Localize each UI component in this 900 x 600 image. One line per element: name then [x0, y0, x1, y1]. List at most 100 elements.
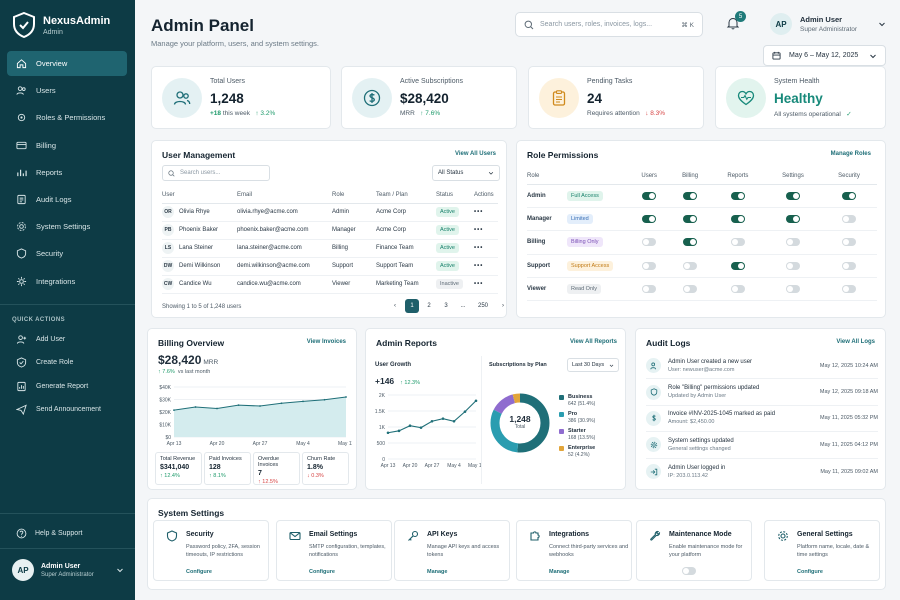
quick-action-send-announcement[interactable]: Send Announcement	[7, 399, 127, 420]
sidebar: NexusAdmin Admin Overview Users Roles & …	[0, 0, 135, 600]
toggle-switch[interactable]	[682, 567, 696, 575]
permission-toggle[interactable]	[730, 285, 745, 294]
settings-tile-security[interactable]: Security Password policy, 2FA, session t…	[153, 520, 269, 581]
view-invoices-link[interactable]: View Invoices	[306, 339, 346, 345]
sidebar-item-reports[interactable]: Reports	[7, 160, 127, 185]
manage-roles-link[interactable]: Manage Roles	[830, 151, 871, 157]
quick-action-add-user[interactable]: Add User	[7, 329, 127, 350]
configure-link[interactable]: Configure	[186, 569, 212, 575]
view-all-logs-link[interactable]: View All Logs	[836, 339, 875, 345]
permission-toggle[interactable]	[683, 191, 698, 200]
permission-toggle[interactable]	[683, 215, 698, 224]
settings-tile-maintenance[interactable]: Maintenance Mode Enable maintenance mode…	[636, 520, 752, 581]
permission-toggle[interactable]	[841, 261, 856, 270]
view-all-reports-link[interactable]: View All Reports	[569, 339, 617, 345]
maintenance-toggle[interactable]	[682, 567, 696, 575]
permission-toggle[interactable]	[642, 215, 657, 224]
settings-tile-integrations[interactable]: Integrations Connect third-party service…	[516, 520, 632, 581]
configure-link[interactable]: Configure	[797, 569, 823, 575]
manage-link[interactable]: Manage	[427, 569, 448, 575]
subs-period-select[interactable]: Last 30 Days	[567, 358, 619, 372]
settings-tile-email[interactable]: Email Settings SMTP configuration, templ…	[276, 520, 392, 581]
table-row[interactable]: OR Olivia Rhye olivia.rhye@acme.com Admin…	[162, 203, 498, 222]
brand[interactable]: NexusAdmin Admin	[12, 12, 110, 38]
sidebar-item-users[interactable]: Users	[7, 78, 127, 103]
page-button[interactable]: 1	[405, 299, 419, 313]
global-search-input[interactable]: Search users, roles, invoices, logs... ⌘…	[515, 12, 703, 37]
next-page-button[interactable]: ›	[502, 303, 504, 309]
permission-toggle[interactable]	[785, 285, 800, 294]
date-range-picker[interactable]: May 6 – May 12, 2025	[763, 45, 886, 66]
legend-label: Pro	[568, 411, 578, 417]
row-actions-menu[interactable]: •••	[474, 221, 498, 240]
column-header: Security	[820, 168, 877, 185]
chevron-down-icon	[879, 22, 885, 27]
row-actions-menu[interactable]: •••	[474, 203, 498, 222]
permission-toggle[interactable]	[785, 238, 800, 247]
audit-item[interactable]: Admin User logged in IP: 203.0.113.42 May…	[646, 459, 878, 485]
user-role: Viewer	[332, 275, 376, 294]
y-tick-label: 1.5K	[375, 409, 386, 415]
permission-toggle[interactable]	[683, 238, 698, 247]
sidebar-item-roles[interactable]: Roles & Permissions	[7, 105, 127, 130]
sidebar-item-integrations[interactable]: Integrations	[7, 269, 127, 294]
permission-toggle[interactable]	[841, 215, 856, 224]
sidebar-item-billing[interactable]: Billing	[7, 133, 127, 158]
table-row[interactable]: CW Candice Wu candice.wu@acme.com Viewer …	[162, 275, 498, 294]
settings-tile-general[interactable]: General Settings Platform name, locale, …	[764, 520, 880, 581]
permission-toggle[interactable]	[730, 191, 745, 200]
permission-toggle[interactable]	[642, 238, 657, 247]
permission-toggle[interactable]	[642, 191, 657, 200]
page-ellipsis: ...	[460, 303, 466, 309]
data-point	[237, 404, 240, 407]
row-actions-menu[interactable]: •••	[474, 275, 498, 294]
permission-toggle[interactable]	[841, 191, 856, 200]
quick-action-create-role[interactable]: Create Role	[7, 352, 127, 373]
table-row[interactable]: LS Lana Steiner lana.steiner@acme.com Bil…	[162, 239, 498, 258]
table-row[interactable]: PB Phoenix Baker phoenix.baker@acme.com M…	[162, 221, 498, 240]
billing-change: ↑ 7.6% vs last month	[158, 369, 211, 375]
top-user-menu[interactable]: AP Admin User Super Administrator	[770, 13, 886, 35]
sidebar-item-system-settings[interactable]: System Settings	[7, 214, 127, 239]
growth-summary: +146 ↑ 12.3%	[375, 376, 420, 386]
configure-link[interactable]: Configure	[309, 569, 335, 575]
permission-toggle[interactable]	[683, 285, 698, 294]
quick-actions: Add User Create Role Generate Report Sen…	[7, 329, 127, 422]
bell-icon[interactable]	[726, 16, 740, 30]
permission-toggle[interactable]	[730, 238, 745, 247]
permission-toggle[interactable]	[642, 261, 657, 270]
permission-toggle[interactable]	[785, 191, 800, 200]
prev-page-button[interactable]: ‹	[394, 303, 396, 309]
audit-item[interactable]: Admin User created a new user User: newus…	[646, 353, 878, 380]
row-actions-menu[interactable]: •••	[474, 239, 498, 258]
help-support-link[interactable]: Help & Support	[16, 528, 82, 539]
settings-tile-api-keys[interactable]: API Keys Manage API keys and access toke…	[394, 520, 510, 581]
view-all-users-link[interactable]: View All Users	[454, 151, 496, 157]
page-button[interactable]: 2	[427, 303, 431, 309]
status-filter-select[interactable]: All Status	[432, 165, 500, 181]
audit-item[interactable]: Invoice #INV-2025-1045 marked as paid Amo…	[646, 406, 878, 433]
permission-toggle[interactable]	[683, 261, 698, 270]
audit-item[interactable]: Role "Billing" permissions updated Update…	[646, 379, 878, 406]
permission-toggle[interactable]	[730, 215, 745, 224]
sidebar-item-audit-logs[interactable]: Audit Logs	[7, 187, 127, 212]
permission-toggle[interactable]	[785, 215, 800, 224]
row-actions-menu[interactable]: •••	[474, 257, 498, 276]
permission-toggle[interactable]	[730, 261, 745, 270]
permission-toggle[interactable]	[785, 261, 800, 270]
permission-toggle[interactable]	[642, 285, 657, 294]
page-button[interactable]: 250	[477, 303, 488, 309]
sidebar-item-security[interactable]: Security	[7, 241, 127, 266]
manage-link[interactable]: Manage	[549, 569, 570, 575]
table-row[interactable]: DW Demi Wilkinson demi.wilkinson@acme.com…	[162, 257, 498, 276]
user-search-input[interactable]: Search users...	[162, 165, 270, 181]
permission-toggle[interactable]	[841, 238, 856, 247]
user-name: Phoenix Baker	[179, 227, 219, 233]
permission-toggle[interactable]	[841, 285, 856, 294]
sidebar-user-menu[interactable]: AP Admin User Super Administrator	[12, 559, 124, 581]
user-name: Lana Steiner	[179, 245, 214, 251]
quick-action-generate-report[interactable]: Generate Report	[7, 376, 127, 397]
audit-item[interactable]: System settings updated General settings …	[646, 432, 878, 459]
sidebar-item-overview[interactable]: Overview	[7, 51, 127, 76]
page-button[interactable]: 3	[444, 303, 448, 309]
